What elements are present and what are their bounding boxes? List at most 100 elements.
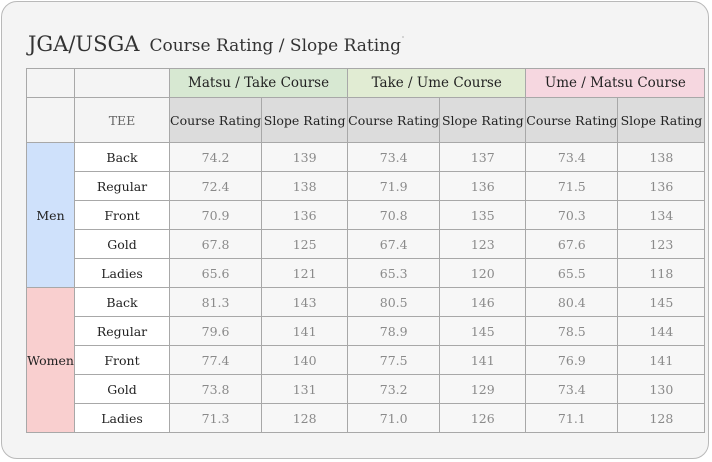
course-rating-cell: 71.0 (347, 403, 441, 433)
slope-rating-cell: 128 (261, 403, 349, 433)
course-rating-cell: 79.6 (168, 316, 263, 346)
tee-name: Ladies (74, 258, 170, 288)
slope-rating-cell: 145 (617, 287, 706, 317)
slope-rating-cell: 137 (439, 142, 527, 172)
course-rating-cell: 67.4 (347, 229, 441, 259)
slope-rating-cell: 135 (439, 200, 527, 230)
course-rating-cell: 73.2 (347, 374, 441, 404)
table-row: Men Back 74.2 139 73.4 137 73.4 138 (26, 142, 706, 288)
slope-rating-cell: 130 (617, 374, 706, 404)
slope-rating-cell: 120 (439, 258, 527, 288)
course-rating-cell: 80.5 (347, 287, 441, 317)
table-row: Ladies 71.3 128 71.0 126 71.1 128 (27, 403, 706, 433)
slope-rating-cell: 121 (261, 258, 349, 288)
course-rating-header: Course Rating (525, 97, 619, 143)
slope-rating-header: Slope Rating (261, 97, 349, 143)
course-rating-cell: 78.5 (525, 316, 619, 346)
course-rating-cell: 71.5 (525, 171, 619, 201)
category-men: Men (26, 142, 75, 288)
course-rating-cell: 72.4 (168, 171, 263, 201)
course-rating-header: Course Rating (168, 97, 263, 143)
course-rating-cell: 78.9 (347, 316, 441, 346)
course-rating-cell: 71.1 (525, 403, 619, 433)
slope-rating-header: Slope Rating (617, 97, 706, 143)
course-rating-cell: 70.9 (168, 200, 263, 230)
table-row: Ladies 65.6 121 65.3 120 65.5 118 (27, 258, 706, 288)
category-women: Women (26, 287, 75, 433)
table-row: Regular 72.4 138 71.9 136 71.5 136 (27, 171, 706, 201)
slope-rating-cell: 141 (261, 316, 349, 346)
course-rating-cell: 65.5 (525, 258, 619, 288)
title-main: JGA/USGA (28, 32, 140, 56)
table-row: Front 77.4 140 77.5 141 76.9 141 (27, 345, 706, 375)
course-rating-cell: 70.3 (525, 200, 619, 230)
tee-name: Gold (74, 229, 170, 259)
corner-cell (26, 68, 75, 98)
slope-rating-cell: 118 (617, 258, 706, 288)
table-row: Front 70.9 136 70.8 135 70.3 134 (27, 200, 706, 230)
slope-rating-cell: 146 (439, 287, 527, 317)
course-rating-cell: 73.4 (525, 142, 619, 172)
course-rating-cell: 71.3 (168, 403, 263, 433)
slope-rating-cell: 125 (261, 229, 349, 259)
rating-table: Matsu / Take Course Take / Ume Course Um… (26, 68, 706, 433)
table-body: Men Back 74.2 139 73.4 137 73.4 138 Regular 72.4 1… (26, 142, 706, 433)
course-rating-cell: 70.8 (347, 200, 441, 230)
slope-rating-cell: 126 (439, 403, 527, 433)
slope-rating-cell: 128 (617, 403, 706, 433)
slope-rating-cell: 131 (261, 374, 349, 404)
sub-header-row: TEE Course Rating Slope Rating Course Ra… (26, 97, 706, 143)
course-rating-cell: 73.8 (168, 374, 263, 404)
course-rating-header: Course Rating (347, 97, 441, 143)
slope-rating-cell: 123 (439, 229, 527, 259)
course-rating-cell: 76.9 (525, 345, 619, 375)
tee-name: Back (74, 287, 170, 317)
course-group-header: Take / Ume Course (347, 68, 527, 98)
course-rating-cell: 65.3 (347, 258, 441, 288)
tee-header: TEE (74, 97, 170, 143)
course-rating-cell: 74.2 (168, 142, 263, 172)
course-rating-cell: 65.6 (168, 258, 263, 288)
slope-rating-cell: 140 (261, 345, 349, 375)
tee-name: Gold (74, 374, 170, 404)
slope-rating-cell: 141 (439, 345, 527, 375)
slope-rating-cell: 136 (439, 171, 527, 201)
table-row: Women Back 81.3 143 80.5 146 80.4 145 (26, 287, 706, 433)
slope-rating-header: Slope Rating (439, 97, 527, 143)
course-rating-cell: 67.6 (525, 229, 619, 259)
slope-rating-cell: 139 (261, 142, 349, 172)
slope-rating-cell: 145 (439, 316, 527, 346)
course-rating-cell: 77.4 (168, 345, 263, 375)
course-rating-cell: 80.4 (525, 287, 619, 317)
course-rating-cell: 81.3 (168, 287, 263, 317)
course-header-row: Matsu / Take Course Take / Ume Course Um… (26, 68, 706, 98)
slope-rating-cell: 138 (617, 142, 706, 172)
table-row: Gold 73.8 131 73.2 129 73.4 130 (27, 374, 706, 404)
tee-name: Front (74, 345, 170, 375)
title-sub: Course Rating / Slope Rating (149, 36, 402, 56)
corner-cell (26, 97, 75, 143)
corner-cell (74, 68, 170, 98)
slope-rating-cell: 138 (261, 171, 349, 201)
course-rating-cell: 67.8 (168, 229, 263, 259)
slope-rating-cell: 143 (261, 287, 349, 317)
course-rating-cell: 73.4 (525, 374, 619, 404)
course-group-header: Ume / Matsu Course (525, 68, 706, 98)
slope-rating-cell: 136 (617, 171, 706, 201)
course-group-header: Matsu / Take Course (168, 68, 349, 98)
course-rating-cell: 77.5 (347, 345, 441, 375)
tee-name: Ladies (74, 403, 170, 433)
tee-name: Regular (74, 316, 170, 346)
page-title: JGA/USGA Course Rating / Slope Rating (28, 32, 401, 56)
table-row: Regular 79.6 141 78.9 145 78.5 144 (27, 316, 706, 346)
tee-name: Back (74, 142, 170, 172)
slope-rating-cell: 129 (439, 374, 527, 404)
table-row: Gold 67.8 125 67.4 123 67.6 123 (27, 229, 706, 259)
slope-rating-cell: 136 (261, 200, 349, 230)
slope-rating-cell: 141 (617, 345, 706, 375)
tee-name: Front (74, 200, 170, 230)
course-rating-cell: 71.9 (347, 171, 441, 201)
slope-rating-cell: 123 (617, 229, 706, 259)
course-rating-cell: 73.4 (347, 142, 441, 172)
tee-name: Regular (74, 171, 170, 201)
